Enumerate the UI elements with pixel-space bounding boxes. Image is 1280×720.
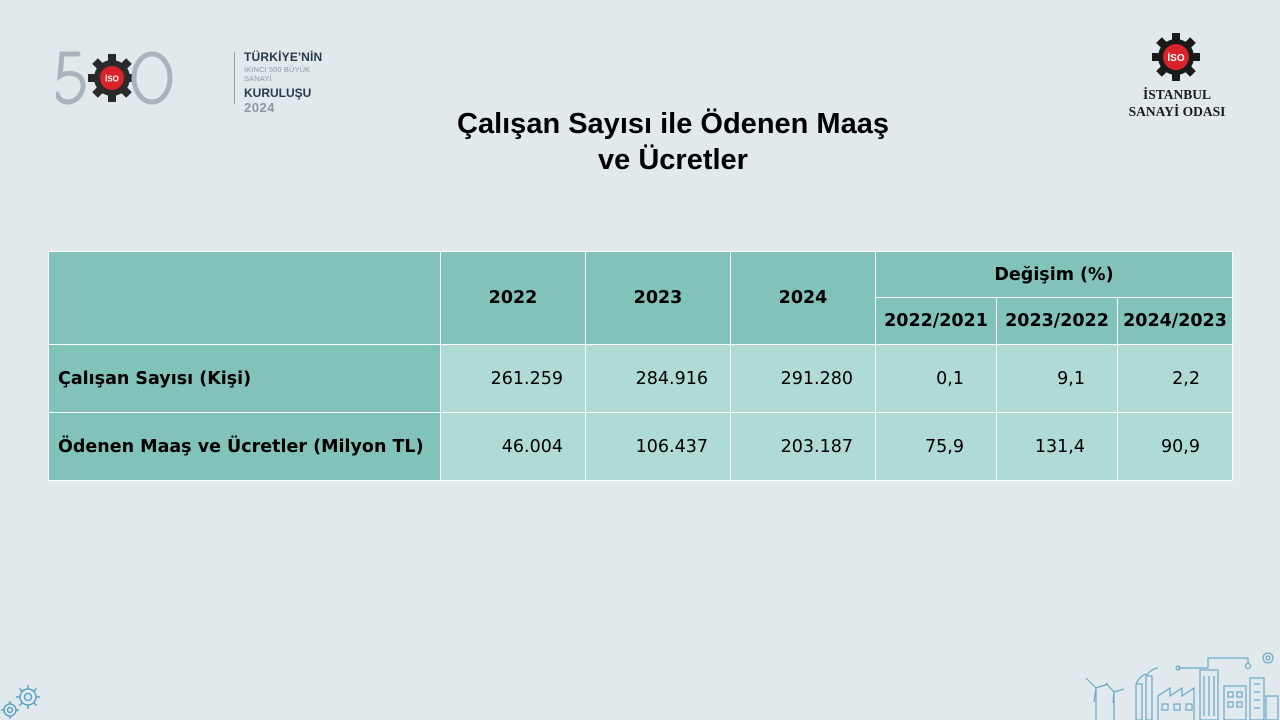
title-line-1: Çalışan Sayısı ile Ödenen Maaş	[457, 108, 889, 140]
table-row: Çalışan Sayısı (Kişi) 261.259 284.916 29…	[48, 344, 1233, 413]
gears-icon	[1, 685, 40, 719]
table-row: Ödenen Maaş ve Ücretler (Milyon TL) 46.0…	[48, 412, 1233, 481]
table-cell: 90,9	[1117, 412, 1233, 481]
row-label: Çalışan Sayısı (Kişi)	[48, 344, 441, 413]
table-cell: 46.004	[440, 412, 586, 481]
table-cell: 2,2	[1117, 344, 1233, 413]
table-corner-cell	[48, 251, 441, 345]
title-line-2: ve Ücretler	[598, 144, 748, 176]
istanbul-sanayi-odasi-logo: İSO İSTANBUL SANAYİ ODASI	[1108, 32, 1238, 122]
column-header-year: 2022	[440, 251, 586, 345]
column-header-period: 2023/2022	[996, 297, 1118, 345]
logo-line-4: 2024	[244, 100, 275, 115]
table-cell: 9,1	[996, 344, 1118, 413]
iso-gear-icon: İSO	[1152, 33, 1200, 81]
data-table: 2022 2023 2024 Değişim (%) 2022/2021 202…	[48, 251, 1233, 481]
column-header-period: 2024/2023	[1117, 297, 1233, 345]
column-header-year: 2023	[585, 251, 731, 345]
table-cell: 284.916	[585, 344, 731, 413]
row-label: Ödenen Maaş ve Ücretler (Milyon TL)	[48, 412, 441, 481]
table-cell: 261.259	[440, 344, 586, 413]
table-cell: 291.280	[730, 344, 876, 413]
column-header-change: Değişim (%)	[875, 251, 1233, 298]
column-header-period: 2022/2021	[875, 297, 997, 345]
logo-name-line-2: SANAYİ ODASI	[1128, 104, 1226, 119]
iso-500-logo: İSO TÜRKİYE'NİN İKİNCİ 500 BÜYÜK SANAYİ …	[56, 46, 322, 115]
logo-divider	[234, 52, 235, 104]
industry-city-icon	[1085, 652, 1279, 720]
page-title: Çalışan Sayısı ile Ödenen Maaş ve Ücretl…	[300, 106, 1046, 178]
column-header-year: 2024	[730, 251, 876, 345]
table-cell: 106.437	[585, 412, 731, 481]
table-subheader-row: 2022/2021 2023/2022 2024/2023	[49, 297, 1233, 345]
logo-line-2: İKİNCİ 500 BÜYÜK SANAYİ	[244, 65, 311, 83]
left-logo-badge: İSO	[105, 75, 119, 84]
table-header-row: 2022 2023 2024 Değişim (%)	[48, 251, 1233, 345]
table-cell: 75,9	[875, 412, 997, 481]
logo-line-3: KURULUŞU	[244, 86, 312, 100]
right-logo-badge: İSO	[1167, 51, 1184, 64]
iso-500-number-mark: İSO	[56, 51, 173, 105]
table-cell: 0,1	[875, 344, 997, 413]
logo-name-line-1: İSTANBUL	[1142, 87, 1212, 102]
logo-line-1: TÜRKİYE'NİN	[244, 50, 323, 64]
table-cell: 203.187	[730, 412, 876, 481]
table-cell: 131,4	[996, 412, 1118, 481]
